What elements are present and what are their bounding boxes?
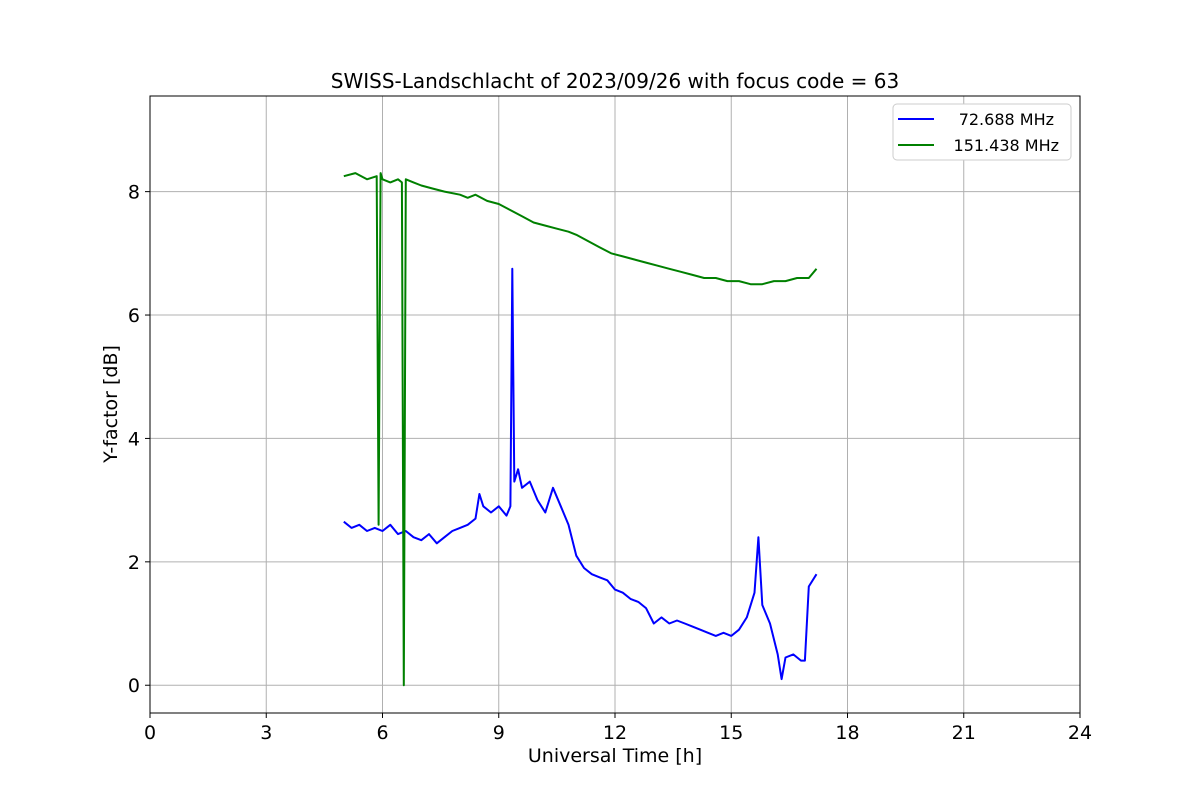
x-tick-label: 9 xyxy=(493,722,505,744)
x-tick-label: 6 xyxy=(376,722,388,744)
y-axis-title: Y-factor [dB] xyxy=(100,345,122,464)
legend-label-151-mhz: 151.438 MHz xyxy=(954,136,1059,155)
x-tick-label: 12 xyxy=(603,722,627,744)
legend-label-72-mhz: 72.688 MHz xyxy=(959,110,1054,129)
series-line-72-mhz xyxy=(343,267,818,681)
y-tick-label: 8 xyxy=(128,182,140,204)
legend-box xyxy=(892,103,1072,161)
x-tick-label: 3 xyxy=(260,722,272,744)
x-tick-label: 18 xyxy=(835,722,859,744)
y-tick-label: 4 xyxy=(128,428,140,450)
x-tick-label: 21 xyxy=(952,722,976,744)
x-axis-title: Universal Time [h] xyxy=(528,745,702,767)
x-tick-label: 24 xyxy=(1068,722,1092,744)
chart-title: SWISS-Landschlacht of 2023/09/26 with fo… xyxy=(331,69,899,93)
series-group xyxy=(343,172,818,687)
series-line-151-mhz xyxy=(343,172,818,687)
x-tick-label: 15 xyxy=(719,722,743,744)
y-tick-label: 6 xyxy=(128,305,140,327)
y-tick-label: 2 xyxy=(128,552,140,574)
legend: 72.688 MHz 151.438 MHz xyxy=(892,103,1072,161)
x-tick-label: 0 xyxy=(144,722,156,744)
y-tick-label: 0 xyxy=(128,675,140,697)
